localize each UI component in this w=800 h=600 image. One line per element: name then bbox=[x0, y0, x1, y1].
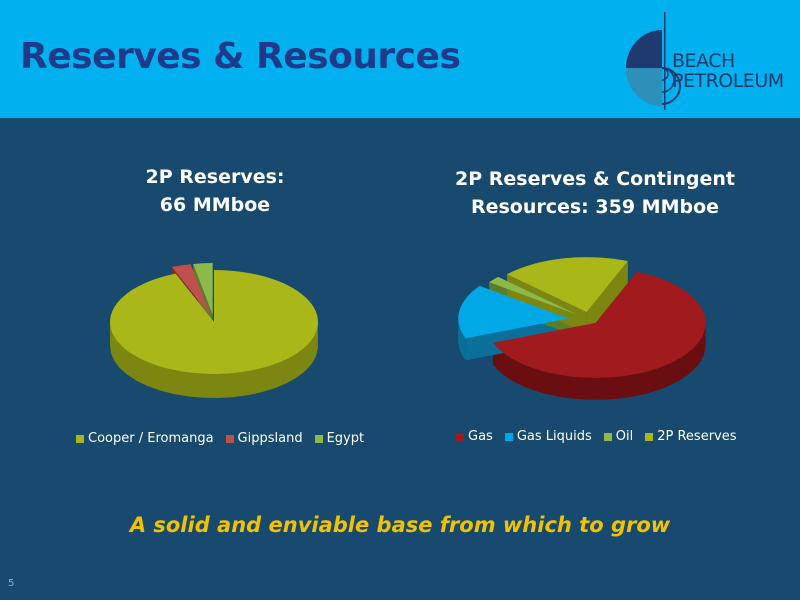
slide-header bbox=[0, 0, 800, 118]
chart-title-2p-contingent: 2P Reserves & Contingent Resources: 359 … bbox=[430, 165, 760, 221]
pie-chart-2p-reserves bbox=[109, 263, 318, 398]
legend-swatch bbox=[76, 434, 84, 443]
chart-title-line1: 2P Reserves & Contingent bbox=[455, 168, 735, 190]
pie-slice-gas-liquids bbox=[458, 285, 569, 339]
beach-petroleum-logo bbox=[626, 12, 681, 110]
legend-item-gas: Gas bbox=[456, 429, 493, 444]
tagline: A solid and enviable base from which to … bbox=[129, 513, 671, 537]
logo-text-petroleum: PETROLEUM bbox=[672, 70, 784, 92]
legend-item-egypt: Egypt bbox=[314, 431, 365, 446]
page-number: 5 bbox=[8, 578, 15, 589]
slice-side-gas bbox=[493, 322, 706, 400]
logo-text-beach: BEACH bbox=[672, 50, 735, 72]
legend-label: Gas bbox=[468, 429, 493, 444]
pie-slice-oil bbox=[489, 276, 578, 315]
pie-slice-egypt bbox=[193, 263, 213, 316]
legend-label: 2P Reserves bbox=[657, 429, 737, 444]
legend-label: Gas Liquids bbox=[516, 429, 592, 444]
chart-title-2p-reserves: 2P Reserves: 66 MMboe bbox=[100, 163, 330, 219]
chart-title-line2: 66 MMboe bbox=[159, 194, 271, 216]
legend-swatch bbox=[314, 434, 323, 443]
slice-side-gas-liquids bbox=[458, 318, 466, 361]
slice-edge-2p-reserves-1 bbox=[586, 261, 628, 335]
slice-side-cooper-eromanga bbox=[110, 321, 318, 398]
pie-slice-gippsland bbox=[171, 264, 211, 316]
chart-title-line1: 2P Reserves: bbox=[145, 166, 285, 188]
legend-swatch bbox=[504, 432, 513, 441]
legend-item-oil: Oil bbox=[603, 429, 634, 444]
slide-title: Reserves & Resources bbox=[20, 36, 461, 77]
pie-slice-2p-reserves bbox=[506, 257, 628, 313]
legend-swatch bbox=[645, 432, 654, 441]
pie-chart-2p-contingent bbox=[458, 257, 706, 400]
legend-label: Gippsland bbox=[237, 431, 303, 446]
legend-2p-contingent: Gas Gas Liquids Oil 2P Reserves bbox=[456, 429, 737, 444]
legend-item-gippsland: Gippsland bbox=[225, 431, 303, 446]
logo-mark bbox=[626, 12, 681, 110]
pie-slice-gas bbox=[493, 271, 706, 378]
legend-label: Egypt bbox=[326, 431, 365, 446]
legend-swatch bbox=[456, 432, 464, 441]
legend-2p-reserves: Cooper / Eromanga Gippsland Egypt bbox=[76, 431, 364, 446]
legend-label: Oil bbox=[615, 429, 634, 444]
legend-label: Cooper / Eromanga bbox=[88, 431, 214, 446]
legend-swatch bbox=[603, 432, 612, 441]
chart-title-line2: Resources: 359 MMboe bbox=[470, 196, 720, 218]
legend-item-2p-reserves: 2P Reserves bbox=[645, 429, 737, 444]
legend-item-gas-liquids: Gas Liquids bbox=[504, 429, 592, 444]
legend-item-cooper-eromanga: Cooper / Eromanga bbox=[76, 431, 214, 446]
pie-slice-cooper-eromanga bbox=[109, 270, 318, 375]
slice-edge-2p-reserves-0 bbox=[506, 274, 587, 335]
legend-swatch bbox=[225, 434, 234, 443]
